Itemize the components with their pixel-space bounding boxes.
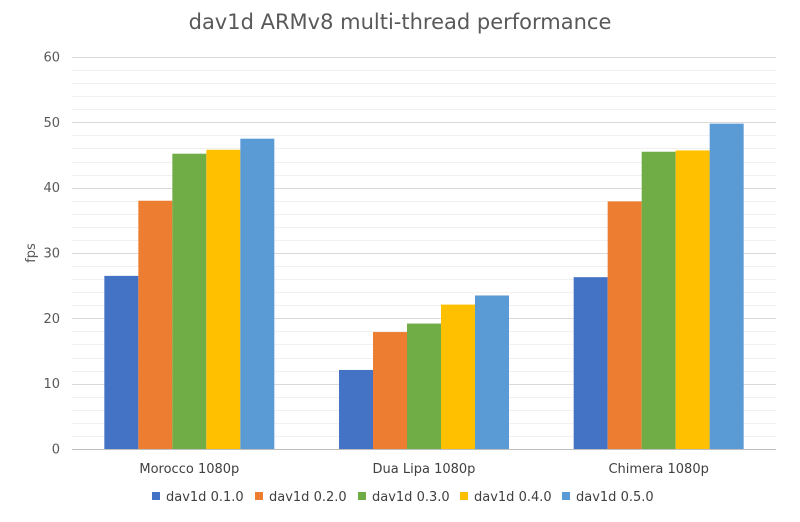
bars	[104, 123, 744, 450]
legend-label: dav1d 0.2.0	[269, 490, 347, 505]
y-tick-label: 40	[43, 181, 60, 196]
bar-dav1d-0-5-0-dua-lipa-1080p	[475, 295, 509, 449]
y-axis-ticks: 0 10 20 30 40 50 60	[43, 51, 60, 458]
x-category-label: Chimera 1080p	[608, 462, 708, 477]
legend-swatch	[255, 492, 263, 500]
y-tick-label: 60	[43, 51, 60, 66]
bar-dav1d-0-2-0-chimera-1080p	[607, 201, 642, 449]
bar-dav1d-0-4-0-morocco-1080p	[206, 149, 241, 450]
bar-dav1d-0-2-0-dua-lipa-1080p	[373, 332, 407, 449]
legend-swatch	[460, 492, 468, 500]
y-tick-label: 10	[43, 377, 60, 392]
bar-dav1d-0-4-0-chimera-1080p	[675, 150, 710, 449]
bar-dav1d-0-1-0-chimera-1080p	[573, 277, 608, 449]
bar-dav1d-0-3-0-chimera-1080p	[641, 151, 676, 449]
bar-dav1d-0-1-0-morocco-1080p	[104, 275, 139, 449]
legend-label: dav1d 0.5.0	[576, 490, 654, 505]
legend-swatch	[358, 492, 366, 500]
y-tick-label: 30	[43, 247, 60, 262]
bar-dav1d-0-3-0-morocco-1080p	[172, 153, 207, 449]
chart-title: dav1d ARMv8 multi-thread performance	[189, 10, 612, 34]
x-category-label: Dua Lipa 1080p	[373, 462, 476, 477]
bar-dav1d-0-2-0-morocco-1080p	[138, 200, 173, 449]
bar-dav1d-0-5-0-chimera-1080p	[709, 123, 744, 449]
y-axis-label: fps	[24, 243, 39, 263]
x-axis-categories: Morocco 1080p Dua Lipa 1080p Chimera 1080p	[139, 462, 708, 477]
legend-item-dav1d-0-4-0: dav1d 0.4.0	[460, 490, 552, 505]
y-tick-label: 50	[43, 116, 60, 131]
y-tick-label: 20	[43, 312, 60, 327]
y-tick-label: 0	[52, 443, 60, 458]
bar-dav1d-0-4-0-dua-lipa-1080p	[441, 304, 475, 449]
legend-item-dav1d-0-5-0: dav1d 0.5.0	[562, 490, 654, 505]
legend-item-dav1d-0-1-0: dav1d 0.1.0	[152, 490, 244, 505]
legend-label: dav1d 0.3.0	[372, 490, 450, 505]
legend-swatch	[562, 492, 570, 500]
legend-swatch	[152, 492, 160, 500]
bar-dav1d-0-1-0-dua-lipa-1080p	[339, 369, 373, 449]
bar-dav1d-0-3-0-dua-lipa-1080p	[407, 323, 441, 449]
x-category-label: Morocco 1080p	[139, 462, 239, 477]
legend-item-dav1d-0-2-0: dav1d 0.2.0	[255, 490, 347, 505]
legend-label: dav1d 0.4.0	[474, 490, 552, 505]
legend: dav1d 0.1.0 dav1d 0.2.0 dav1d 0.3.0 dav1d 0…	[152, 490, 654, 505]
legend-item-dav1d-0-3-0: dav1d 0.3.0	[358, 490, 450, 505]
bar-dav1d-0-5-0-morocco-1080p	[240, 138, 275, 449]
legend-label: dav1d 0.1.0	[166, 490, 244, 505]
